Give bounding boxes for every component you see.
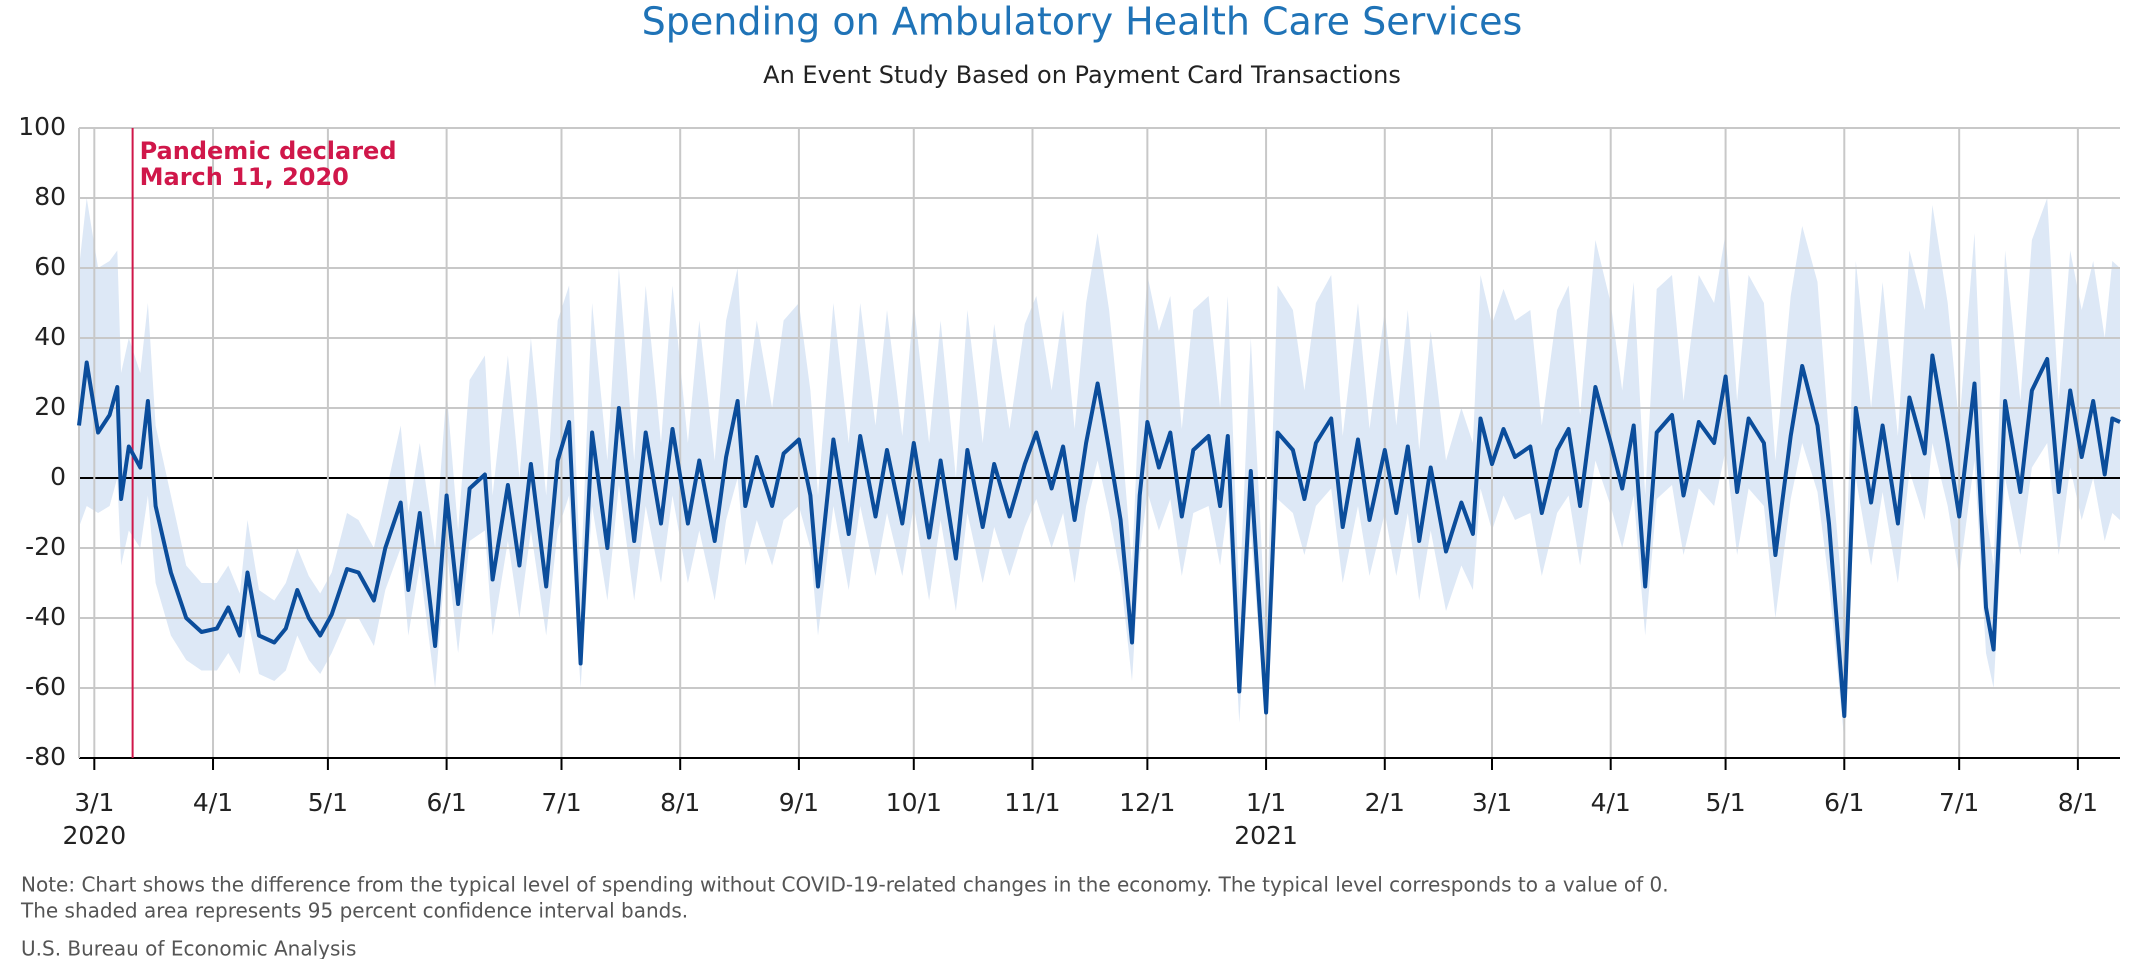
- y-tick-label: 80: [34, 182, 66, 211]
- y-tick-label: -20: [25, 532, 66, 561]
- x-tick-label: 4/1: [193, 788, 233, 817]
- x-tick-label: 7/1: [1939, 788, 1979, 817]
- annotation: Pandemic declared: [140, 137, 397, 165]
- x-tick-label: 10/1: [886, 788, 942, 817]
- x-tick-label: 5/1: [308, 788, 348, 817]
- x-tick-label: 7/1: [541, 788, 581, 817]
- y-tick-label: 0: [50, 462, 66, 491]
- x-tick-label: 6/1: [1824, 788, 1864, 817]
- x-tick-label: 9/1: [779, 788, 819, 817]
- y-tick-label: 40: [34, 322, 66, 351]
- x-tick-label: 4/1: [1591, 788, 1631, 817]
- note: The shaded area represents 95 percent co…: [20, 899, 688, 923]
- note: Note: Chart shows the difference from th…: [21, 873, 1669, 897]
- x-tick-label: 8/1: [2058, 788, 2098, 817]
- x-tick-label: 11/1: [1004, 788, 1060, 817]
- x-tick-label: 1/1: [1246, 788, 1286, 817]
- x-tick-label: 5/1: [1705, 788, 1745, 817]
- year-label: 2020: [63, 821, 127, 850]
- chart-subtitle: An Event Study Based on Payment Card Tra…: [763, 61, 1401, 89]
- confidence-band: [79, 198, 2120, 741]
- source: U.S. Bureau of Economic Analysis: [21, 937, 356, 959]
- x-tick-label: 8/1: [660, 788, 700, 817]
- y-tick-label: 100: [18, 112, 66, 141]
- y-tick-label: -40: [25, 602, 66, 631]
- chart-title: Spending on Ambulatory Health Care Servi…: [642, 0, 1523, 44]
- x-tick-label: 6/1: [426, 788, 466, 817]
- year-label: 2021: [1234, 821, 1298, 850]
- x-tick-label: 3/1: [1472, 788, 1512, 817]
- x-tick-label: 12/1: [1119, 788, 1175, 817]
- y-tick-label: -60: [25, 672, 66, 701]
- spending-line: [77, 353, 2121, 718]
- x-tick-label: 2/1: [1365, 788, 1405, 817]
- y-tick-label: -80: [25, 742, 66, 771]
- annotation: March 11, 2020: [140, 163, 349, 191]
- x-tick-label: 3/1: [74, 788, 114, 817]
- y-tick-label: 20: [34, 392, 66, 421]
- y-tick-label: 60: [34, 252, 66, 281]
